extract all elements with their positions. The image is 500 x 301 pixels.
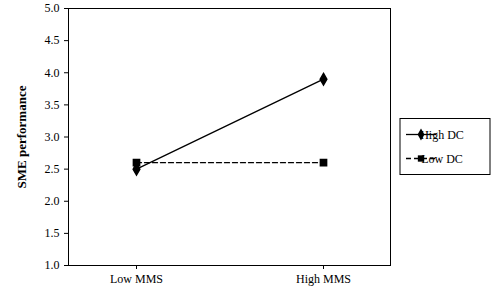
svg-text:2.5: 2.5	[45, 162, 60, 176]
svg-text:4.5: 4.5	[45, 33, 60, 47]
svg-text:SME performance: SME performance	[14, 85, 29, 188]
svg-text:1.5: 1.5	[45, 226, 60, 240]
svg-text:4.0: 4.0	[45, 66, 60, 80]
svg-text:High MMS: High MMS	[296, 272, 351, 286]
svg-text:2.0: 2.0	[45, 194, 60, 208]
svg-text:Low MMS: Low MMS	[110, 272, 163, 286]
svg-text:1.0: 1.0	[45, 258, 60, 272]
svg-text:Low DC: Low DC	[421, 152, 463, 166]
svg-text:High DC: High DC	[420, 128, 464, 142]
svg-text:3.5: 3.5	[45, 98, 60, 112]
svg-text:3.0: 3.0	[45, 130, 60, 144]
svg-text:5.0: 5.0	[45, 1, 60, 15]
